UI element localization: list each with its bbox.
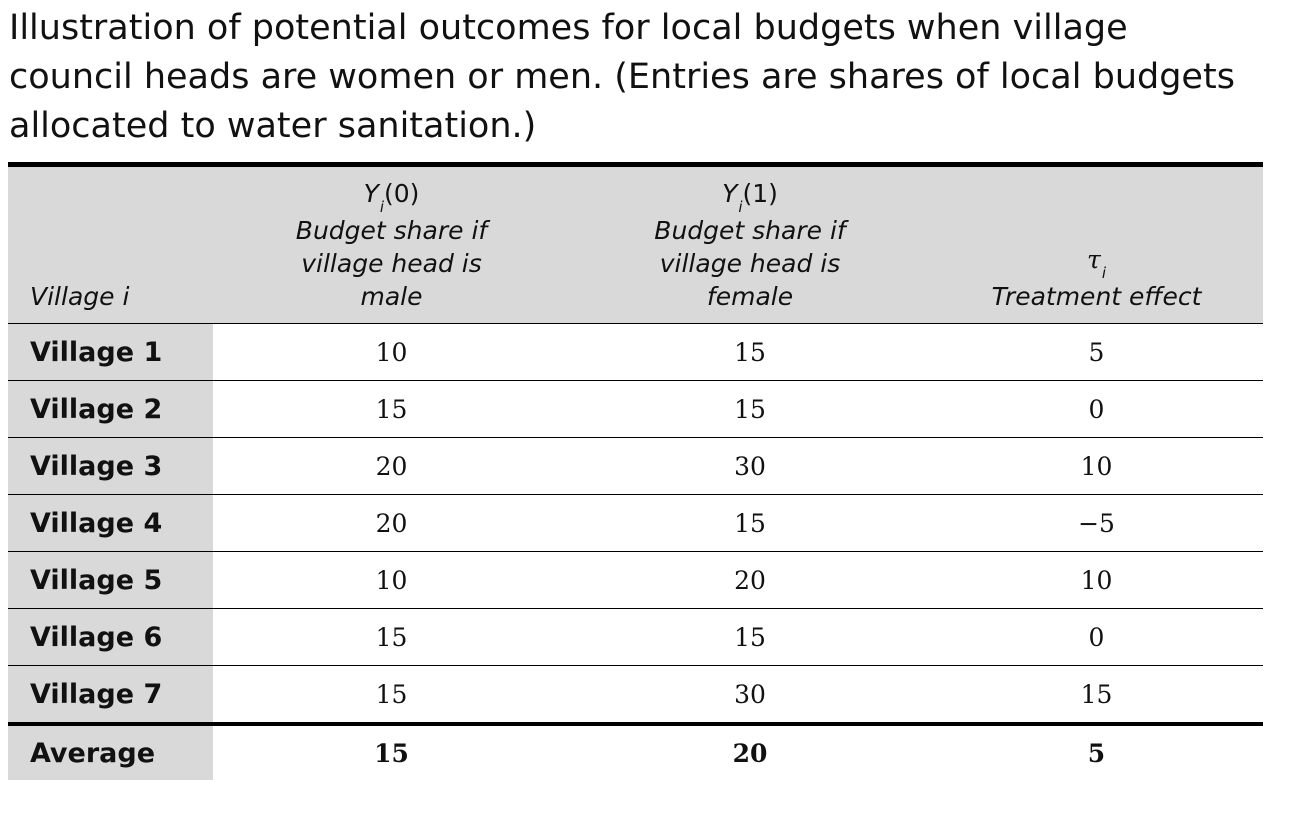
cell-y1: 15 [734, 508, 766, 538]
cell-y1: 20 [734, 565, 766, 595]
cell-tau: 0 [1088, 394, 1105, 424]
row-label: Village 7 [8, 666, 213, 722]
table-row: Village 5 10 20 10 [8, 552, 1263, 609]
header-y1: Yi(1) Budget share if village head is fe… [570, 167, 930, 323]
row-label: Village 4 [8, 495, 213, 551]
header-y0-symbol: Yi(0) [213, 177, 570, 216]
cell-y0: 20 [375, 508, 408, 538]
cell-y0: 10 [375, 565, 408, 595]
table-row: Village 1 10 15 5 [8, 324, 1263, 381]
table-caption: Illustration of potential outcomes for l… [9, 8, 1235, 146]
average-label: Average [8, 726, 213, 780]
cell-y0: 10 [375, 337, 408, 367]
cell-y1: 30 [734, 451, 766, 481]
header-village-label: Village i [30, 282, 130, 311]
cell-tau: −5 [1078, 508, 1115, 538]
top-rule [8, 162, 1263, 167]
row-label: Village 1 [8, 324, 213, 380]
cell-tau: 0 [1088, 622, 1105, 652]
header-y0-line3: male [360, 282, 423, 311]
header-y1-symbol: Yi(1) [570, 177, 930, 216]
table-row: Village 2 15 15 0 [8, 381, 1263, 438]
average-y1: 20 [732, 738, 768, 768]
cell-tau: 10 [1080, 451, 1113, 481]
header-tau-line1: Treatment effect [991, 282, 1202, 311]
header-y1-line1: Budget share if [654, 216, 846, 245]
average-row: Average 15 20 5 [8, 726, 1263, 780]
header-tau-symbol: τi [930, 243, 1263, 282]
cell-y0: 15 [375, 679, 408, 709]
cell-tau: 5 [1088, 337, 1105, 367]
cell-y1: 30 [734, 679, 766, 709]
y1-symbol: Y [722, 179, 738, 208]
outcomes-table: Village i Yi(0) Budget share if village … [8, 162, 1263, 780]
row-label: Village 5 [8, 552, 213, 608]
tau-symbol: τ [1086, 245, 1101, 274]
header-y0-line2: village head is [301, 249, 482, 278]
cell-y1: 15 [734, 622, 766, 652]
header-y1-line2: village head is [659, 249, 841, 278]
header-y0-line1: Budget share if [295, 216, 488, 245]
cell-y0: 15 [375, 394, 408, 424]
cell-y0: 15 [375, 622, 408, 652]
table-row: Village 4 20 15 −5 [8, 495, 1263, 552]
average-y0: 15 [374, 738, 409, 768]
row-label: Village 3 [8, 438, 213, 494]
header-row: Village i Yi(0) Budget share if village … [8, 167, 1263, 324]
row-label: Village 2 [8, 381, 213, 437]
average-tau: 5 [1087, 738, 1106, 768]
cell-y1: 15 [734, 337, 766, 367]
y0-subscript: i [379, 198, 385, 216]
y1-arg: (1) [742, 179, 778, 208]
cell-tau: 10 [1080, 565, 1113, 595]
header-y0: Yi(0) Budget share if village head is ma… [213, 167, 570, 323]
header-y1-line3: female [706, 282, 794, 311]
header-tau: τi Treatment effect [930, 167, 1263, 323]
table-row: Village 7 15 30 15 [8, 666, 1263, 726]
header-village: Village i [8, 167, 213, 323]
row-label: Village 6 [8, 609, 213, 665]
table-row: Village 6 15 15 0 [8, 609, 1263, 666]
y1-subscript: i [738, 198, 743, 216]
y0-arg: (0) [384, 179, 420, 208]
cell-tau: 15 [1080, 679, 1113, 709]
table-row: Village 3 20 30 10 [8, 438, 1263, 495]
tau-subscript: i [1101, 264, 1106, 282]
y0-symbol: Y [363, 179, 379, 208]
cell-y1: 15 [734, 394, 766, 424]
cell-y0: 20 [375, 451, 408, 481]
